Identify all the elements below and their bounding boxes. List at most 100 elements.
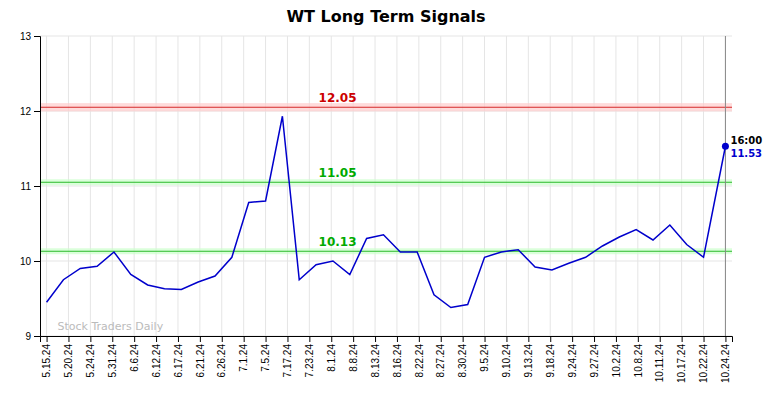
x-axis: 5.15.24 5.20.24 5.24.24 5.31.24 6.6.24 6.12.2… (41, 336, 733, 383)
y-tick-label: 9 (25, 331, 31, 342)
x-tick-label: 10.11.24 (654, 344, 665, 383)
x-tick-mark (90, 336, 91, 342)
y-tick-mark (34, 111, 40, 112)
x-tick: 6.17.24 (173, 336, 184, 377)
x-tick-mark (68, 336, 69, 342)
x-axis-line (41, 337, 733, 343)
x-tick-mark (419, 336, 420, 342)
x-tick-mark (222, 336, 223, 342)
plot: 5.15.24 5.20.24 5.24.24 5.31.24 6.6.24 6.12.2… (20, 31, 762, 383)
reference-band (40, 248, 732, 254)
x-tick-label: 5.24.24 (85, 344, 96, 378)
x-tick: 10.24.24 (720, 336, 731, 383)
x-tick: 9.5.24 (479, 336, 490, 372)
x-tick: 8.8.24 (348, 336, 359, 372)
x-tick-mark (244, 336, 245, 342)
x-tick-label: 9.13.24 (523, 344, 534, 378)
series-line (47, 116, 726, 307)
x-tick-label: 8.1.24 (326, 344, 337, 372)
x-tick-label: 10.22.24 (698, 344, 709, 383)
grid-line-y (40, 186, 732, 187)
texts: 12.05 11.05 10.13 16:00 11.53 Stock Traders D… (58, 91, 763, 333)
x-tick: 10.22.24 (698, 336, 709, 383)
x-tick-label: 10.24.24 (720, 344, 731, 383)
x-tick-mark (638, 336, 639, 342)
x-tick-label: 6.21.24 (195, 344, 206, 378)
x-tick-label: 6.17.24 (173, 344, 184, 378)
grid (40, 36, 732, 336)
title: WT Long Term Signals (286, 7, 485, 26)
x-tick-mark (528, 336, 529, 342)
y-tick-label: 13 (20, 31, 32, 42)
y-tick-mark (34, 336, 40, 337)
x-tick-label: 8.27.24 (435, 344, 446, 378)
x-tick: 7.17.24 (282, 336, 293, 377)
x-tick-mark (266, 336, 267, 342)
x-tick: 7.5.24 (260, 336, 271, 372)
x-tick-mark (682, 336, 683, 342)
x-tick-mark (375, 336, 376, 342)
x-tick-mark (47, 336, 48, 342)
grid-line-x (725, 36, 726, 336)
x-tick-mark (134, 336, 135, 342)
x-tick-label: 6.26.24 (216, 344, 227, 378)
x-tick-label: 6.6.24 (129, 344, 140, 372)
x-tick-label: 9.5.24 (479, 344, 490, 372)
x-tick: 6.21.24 (195, 336, 206, 377)
x-tick-label: 6.12.24 (151, 344, 162, 378)
x-tick: 10.17.24 (676, 336, 687, 383)
reference-label: 10.13 (319, 235, 357, 249)
x-tick-mark (660, 336, 661, 342)
y-axis-line (34, 37, 41, 337)
x-tick-mark (112, 336, 113, 342)
x-tick: 7.23.24 (304, 336, 315, 377)
marks (40, 36, 732, 336)
x-tick-mark (309, 336, 310, 342)
x-tick: 9.27.24 (589, 336, 600, 377)
x-tick-label: 8.16.24 (392, 344, 403, 378)
y-tick: 11 (21, 181, 40, 192)
x-tick-label: 7.23.24 (304, 344, 315, 378)
x-tick-label: 7.1.24 (238, 344, 249, 372)
x-tick: 9.24.24 (567, 336, 578, 377)
x-tick-label: 8.13.24 (370, 344, 381, 378)
x-tick: 9.13.24 (523, 336, 534, 377)
x-tick: 10.8.24 (633, 336, 644, 377)
x-tick-mark (463, 336, 464, 342)
grid-line-y (40, 261, 732, 262)
last-point-line (725, 36, 726, 336)
last-point-label: 16:00 (730, 135, 762, 146)
x-tick: 5.15.24 (41, 336, 52, 377)
x-tick: 5.31.24 (107, 336, 118, 377)
x-tick-label: 7.5.24 (260, 344, 271, 372)
x-tick: 10.11.24 (654, 336, 665, 382)
x-tick: 5.20.24 (63, 336, 74, 377)
x-tick-mark (725, 336, 726, 342)
x-tick-mark (397, 336, 398, 342)
x-tick: 8.13.24 (370, 336, 381, 377)
x-tick: 8.27.24 (435, 336, 446, 377)
x-tick-label: 5.15.24 (41, 344, 52, 378)
reference-label: 12.05 (319, 91, 357, 105)
last-point-label: 11.53 (730, 148, 762, 159)
x-tick-label: 10.8.24 (633, 344, 644, 378)
x-tick: 8.16.24 (392, 336, 403, 377)
y-axis: 910111213 (20, 31, 41, 342)
x-tick-mark (616, 336, 617, 342)
x-tick-mark (353, 336, 354, 342)
watermark: Stock Traders Daily (58, 320, 164, 333)
x-tick: 10.2.24 (611, 336, 622, 377)
x-tick: 8.1.24 (326, 336, 337, 372)
x-tick-mark (550, 336, 551, 342)
reference-label: 11.05 (319, 166, 357, 180)
x-tick: 9.18.24 (545, 336, 556, 377)
x-tick: 5.24.24 (85, 336, 96, 377)
y-tick: 9 (25, 331, 40, 342)
chart: 5.15.24 5.20.24 5.24.24 5.31.24 6.6.24 6.12.2… (0, 0, 784, 398)
grid-line-y (40, 36, 732, 37)
y-tick-mark (34, 36, 40, 37)
x-tick-mark (594, 336, 595, 342)
x-tick-mark (178, 336, 179, 342)
x-tick: 6.6.24 (129, 336, 140, 372)
reference-line (40, 107, 732, 108)
